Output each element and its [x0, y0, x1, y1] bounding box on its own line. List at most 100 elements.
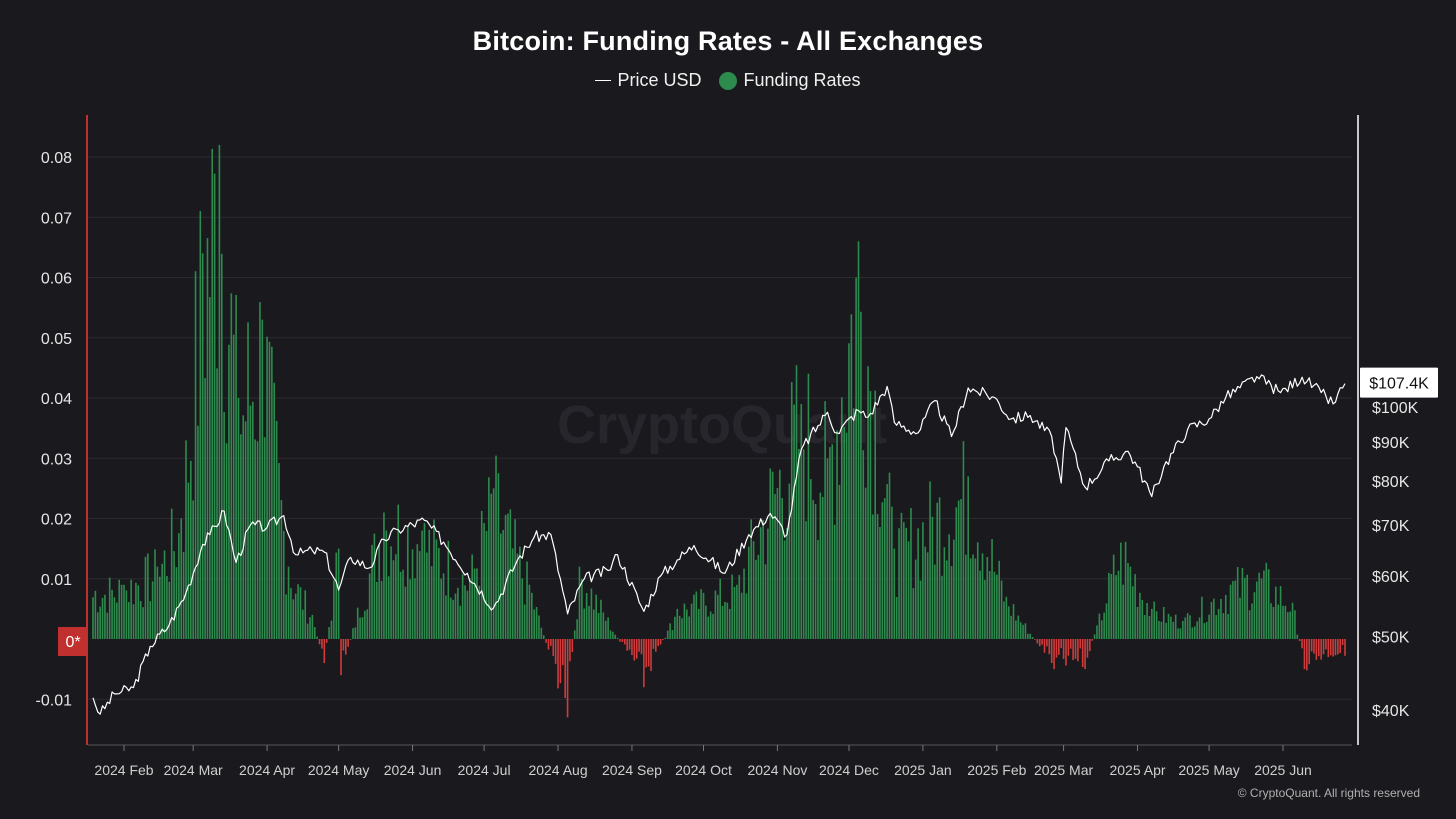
funding-bar-positive — [454, 593, 457, 639]
funding-bar-positive — [1234, 580, 1237, 639]
funding-bar-positive — [206, 238, 209, 639]
funding-bar-positive — [519, 546, 521, 639]
funding-bar-positive — [285, 594, 287, 639]
funding-bar-positive — [526, 561, 528, 639]
funding-bar-positive — [1279, 586, 1282, 639]
funding-bar-positive — [158, 576, 161, 639]
funding-bar-positive — [717, 594, 719, 639]
funding-bar-positive — [416, 544, 419, 639]
funding-bar-positive — [101, 597, 104, 639]
funding-bar-positive — [282, 531, 285, 639]
x-tick-label: 2025 Jun — [1254, 762, 1312, 778]
funding-bar-positive — [869, 391, 872, 639]
funding-bar-positive — [965, 554, 967, 639]
funding-bar-positive — [337, 548, 340, 639]
funding-bar-positive — [1210, 601, 1213, 639]
funding-bar-negative — [1048, 639, 1051, 655]
funding-bar-positive — [1258, 572, 1260, 639]
funding-bar-positive — [924, 546, 927, 639]
left-tick-label: 0.07 — [41, 210, 72, 227]
right-tick-label: $50K — [1372, 629, 1410, 646]
funding-bar-positive — [1024, 623, 1027, 639]
funding-bar-positive — [442, 573, 445, 639]
funding-bar-positive — [886, 484, 888, 639]
funding-bar-positive — [709, 611, 712, 639]
funding-bar-positive — [962, 441, 965, 639]
funding-bar-negative — [1081, 639, 1084, 667]
funding-bar-positive — [585, 593, 588, 639]
funding-bar-positive — [378, 544, 380, 639]
funding-bar-positive — [1019, 622, 1022, 639]
funding-bar-positive — [1172, 621, 1175, 639]
funding-bar-positive — [476, 568, 478, 639]
x-tick-label: 2025 Apr — [1109, 762, 1165, 778]
funding-bar-positive — [218, 144, 221, 639]
funding-bar-positive — [209, 297, 211, 639]
funding-bar-positive — [926, 552, 929, 639]
funding-bar-positive — [666, 630, 669, 639]
funding-bar-positive — [156, 566, 159, 639]
funding-bar-positive — [356, 607, 359, 639]
funding-bar-positive — [1236, 567, 1239, 639]
funding-bar-positive — [495, 455, 497, 639]
funding-bar-positive — [876, 514, 879, 639]
funding-bar-positive — [354, 627, 357, 639]
funding-bar-negative — [624, 639, 626, 645]
funding-bar-positive — [1027, 633, 1029, 639]
funding-bar-positive — [1120, 542, 1122, 639]
funding-bar-positive — [1000, 580, 1003, 639]
x-tick-label: 2024 Nov — [747, 762, 807, 778]
funding-bar-positive — [967, 476, 970, 639]
funding-bar-positive — [516, 553, 519, 639]
funding-bar-positive — [473, 568, 476, 639]
funding-bar-positive — [907, 541, 910, 639]
funding-bar-positive — [1108, 572, 1110, 639]
funding-bar-positive — [755, 559, 757, 639]
funding-bar-positive — [767, 528, 769, 639]
funding-bar-negative — [1086, 639, 1089, 658]
legend-item-price[interactable]: Price USD — [595, 70, 701, 91]
funding-bar-positive — [986, 556, 989, 639]
funding-bar-positive — [1143, 615, 1146, 639]
funding-bar-positive — [104, 594, 106, 639]
funding-bar-negative — [566, 639, 569, 718]
funding-bar-positive — [788, 483, 791, 639]
funding-bar-negative — [340, 639, 342, 676]
funding-bar-positive — [714, 590, 717, 639]
funding-bar-negative — [1069, 639, 1072, 649]
funding-bar-negative — [638, 639, 640, 652]
funding-bar-positive — [1294, 610, 1296, 639]
legend-label-funding: Funding Rates — [743, 70, 861, 90]
funding-bar-positive — [116, 602, 118, 639]
funding-bar-positive — [917, 528, 919, 639]
funding-bar-positive — [953, 539, 955, 639]
funding-bar-positive — [225, 443, 228, 639]
funding-bar-positive — [399, 571, 402, 639]
right-tick-label: $80K — [1372, 474, 1410, 491]
funding-bar-positive — [1289, 611, 1291, 639]
funding-bar-positive — [395, 554, 397, 639]
funding-bar-positive — [528, 584, 531, 639]
funding-bar-negative — [1313, 639, 1315, 654]
funding-bar-positive — [812, 500, 814, 639]
x-tick-label: 2024 Apr — [239, 762, 295, 778]
funding-bar-negative — [1298, 639, 1301, 641]
funding-bar-positive — [1139, 592, 1141, 639]
funding-bar-positive — [485, 531, 488, 639]
funding-bar-negative — [633, 639, 636, 661]
funding-bar-positive — [1196, 621, 1198, 639]
funding-bar-positive — [294, 593, 297, 639]
funding-bar-positive — [304, 590, 307, 639]
funding-bar-positive — [934, 564, 936, 639]
chart-title: Bitcoin: Funding Rates - All Exchanges — [472, 26, 984, 56]
funding-bar-positive — [1017, 615, 1020, 639]
funding-bar-positive — [1012, 604, 1015, 639]
funding-bar-positive — [721, 605, 724, 639]
funding-bar-negative — [561, 639, 564, 666]
funding-bar-positive — [879, 527, 881, 639]
funding-bar-positive — [464, 585, 466, 639]
funding-bar-positive — [874, 390, 877, 639]
left-tick-label: 0.03 — [41, 451, 72, 468]
legend-item-funding[interactable]: Funding Rates — [719, 70, 861, 91]
copyright-notice: © CryptoQuant. All rights reserved — [1237, 786, 1420, 800]
